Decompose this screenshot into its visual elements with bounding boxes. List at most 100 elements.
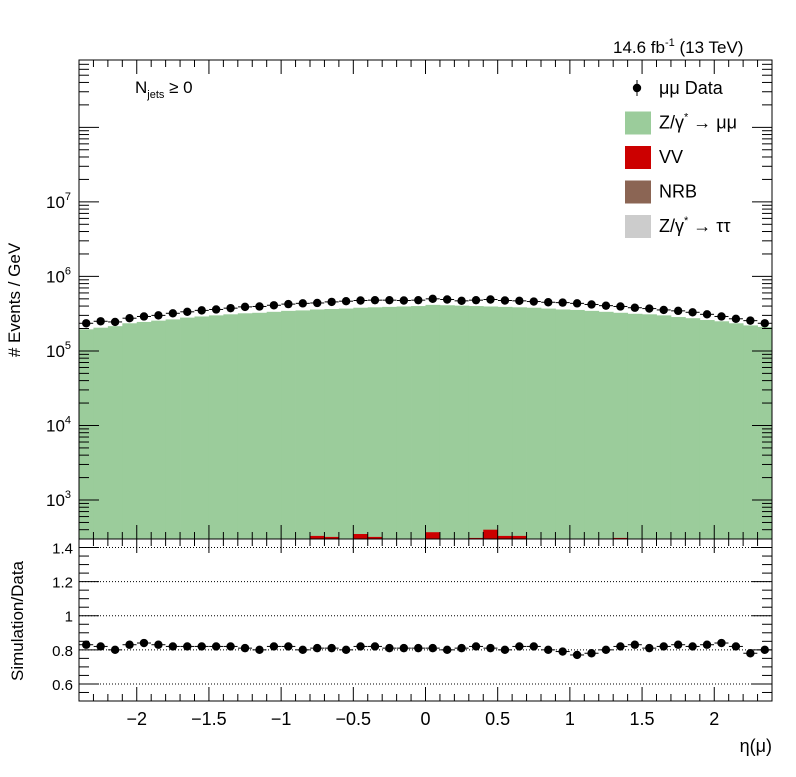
zmumu-bar	[79, 329, 94, 539]
data-point	[486, 295, 495, 304]
data-point	[673, 306, 683, 316]
data-point	[298, 299, 307, 308]
data-point	[197, 306, 206, 315]
ratio-point	[154, 640, 163, 649]
ratio-x-tick-label: 0.5	[485, 709, 510, 729]
zmumu-bar	[208, 315, 224, 539]
zmumu-bar	[743, 325, 758, 539]
ratio-point	[399, 643, 409, 653]
ratio-y-tick-label: 0.8	[52, 643, 73, 660]
ratio-point	[486, 643, 495, 653]
zmumu-bar	[396, 306, 412, 539]
data-points	[79, 294, 772, 328]
legend-entry-label: Z/γ* → ττ	[659, 215, 731, 236]
ratio-point	[601, 645, 611, 655]
ratio-point	[688, 642, 697, 651]
ratio-point	[717, 638, 726, 648]
ratio-point	[544, 645, 553, 655]
main-plot: 103 104 105 106 107 # Events / GeV Njets ≥ 0…	[5, 59, 773, 540]
data-point	[760, 319, 769, 328]
zmumu-bar	[411, 306, 426, 539]
data-point	[96, 317, 105, 326]
main-x-ticks	[78, 60, 773, 539]
zmumu-bar	[252, 312, 268, 539]
ratio-point	[298, 645, 307, 655]
ratio-point	[673, 640, 683, 649]
data-point	[587, 300, 596, 309]
data-point	[471, 295, 481, 305]
ratio-x-tick-label: −0.5	[336, 709, 372, 729]
vv-bar	[310, 535, 325, 539]
zmumu-bar	[93, 327, 109, 539]
legend-swatch	[625, 111, 651, 135]
zmumu-bar	[367, 307, 383, 539]
ratio-y-tick-label: 1.4	[52, 541, 73, 558]
ratio-point	[414, 643, 423, 653]
ratio-x-ticks	[78, 539, 773, 701]
data-point	[442, 295, 452, 304]
zmumu-bar	[483, 306, 499, 539]
legend-entry-label: μμ Data	[659, 78, 724, 98]
data-point	[688, 308, 697, 317]
zmumu-bar	[541, 308, 556, 539]
data-point	[385, 295, 394, 305]
ratio-point	[125, 640, 134, 649]
ratio-point	[82, 640, 91, 649]
vv-bar	[468, 537, 484, 539]
stack-bars	[79, 304, 773, 539]
ratio-x-tick-label: 1.5	[630, 709, 655, 729]
ratio-point	[630, 640, 640, 649]
ratio-points	[79, 638, 772, 660]
data-point	[616, 302, 625, 311]
zmumu-bar	[107, 326, 123, 539]
data-point	[414, 295, 423, 305]
zmumu-bar	[497, 306, 513, 539]
zmumu-bar	[584, 310, 600, 539]
ratio-point	[313, 643, 322, 653]
legend-data-marker	[632, 83, 642, 93]
main-ylabel: # Events / GeV	[5, 242, 24, 357]
zmumu-bar	[569, 309, 585, 539]
ratio-x-tick-label: 1	[565, 709, 575, 729]
data-point	[529, 297, 538, 306]
ratio-y-tick-label: 1.2	[52, 575, 73, 592]
main-y-tick-label: 107	[46, 191, 71, 212]
zmumu-bar	[194, 316, 210, 539]
data-point	[341, 296, 351, 306]
ratio-point	[139, 638, 149, 648]
data-point	[327, 297, 336, 307]
ratio-point	[96, 642, 105, 651]
zmumu-bar	[699, 320, 715, 539]
data-point	[601, 301, 611, 310]
vv-bar	[497, 535, 513, 539]
data-point	[746, 316, 755, 325]
legend-entry-label: VV	[659, 147, 683, 167]
ratio-point	[746, 649, 755, 658]
ratio-ylabel: Simulation/Data	[8, 560, 27, 681]
ratio-point	[370, 642, 380, 651]
luminosity-label: 14.6 fb-1 (13 TeV)	[613, 37, 743, 57]
data-point	[240, 302, 250, 312]
data-point	[717, 312, 726, 321]
ratio-point	[240, 643, 250, 653]
legend-swatch	[625, 215, 651, 238]
ratio-x-tick-label: −1.5	[191, 709, 227, 729]
ratio-point	[197, 642, 206, 651]
data-point	[82, 319, 91, 328]
ratio-point	[110, 645, 120, 655]
ratio-x-tick-label: −2	[126, 709, 147, 729]
zmumu-bar	[598, 311, 614, 539]
zmumu-bar	[353, 307, 369, 539]
ratio-plot: −2 −1.5 −1 −0.5 0 0.5 1 1.5 2 0.6 0.8 1 1.2 1.4 Simu…	[8, 538, 773, 756]
data-point	[284, 299, 293, 309]
zmumu-bar	[642, 314, 657, 539]
zmumu-bar	[310, 309, 325, 539]
zmumu-bar	[281, 310, 296, 539]
data-point	[110, 317, 120, 327]
zmumu-bar	[526, 307, 542, 539]
ratio-point	[327, 643, 336, 653]
data-point	[399, 296, 409, 305]
data-point	[139, 312, 149, 321]
zmumu-bar	[656, 315, 672, 539]
vv-bar	[367, 536, 383, 539]
